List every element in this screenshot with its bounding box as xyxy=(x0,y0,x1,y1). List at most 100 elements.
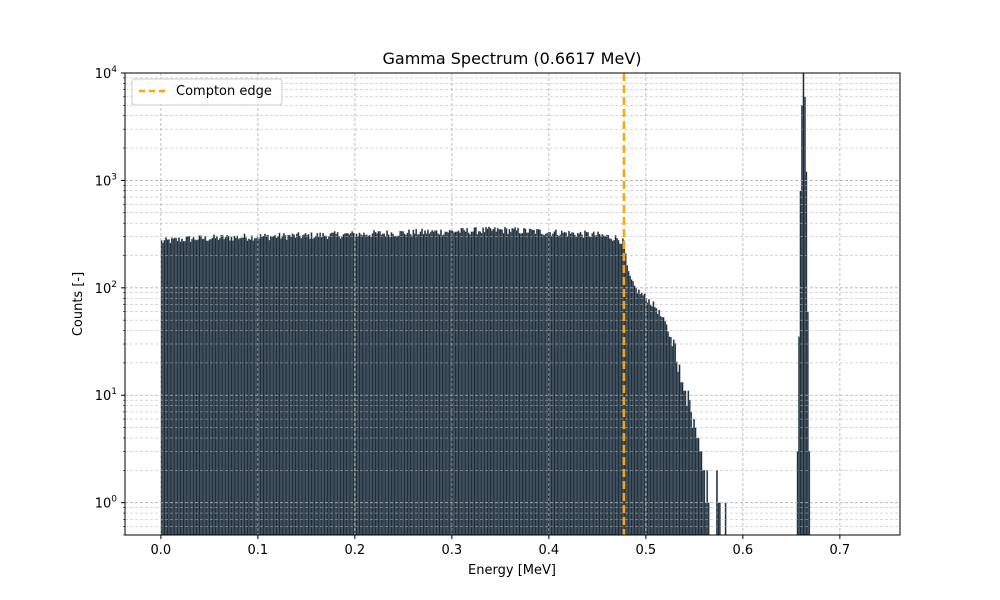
histogram-bar xyxy=(496,227,499,536)
histogram-bar xyxy=(569,233,572,536)
histogram-bar xyxy=(210,238,212,536)
histogram-bar xyxy=(605,234,608,536)
histogram-bar xyxy=(460,227,463,536)
histogram-bar xyxy=(413,233,416,536)
histogram-bar xyxy=(405,234,407,536)
histogram-bar xyxy=(614,235,617,536)
histogram-bar xyxy=(355,233,358,536)
histogram-bar xyxy=(527,232,530,536)
histogram-bar xyxy=(313,237,316,536)
histogram-bar xyxy=(528,228,531,536)
x-tick-label: 0.4 xyxy=(539,543,560,558)
histogram-bar xyxy=(669,336,672,536)
histogram-bar xyxy=(230,236,233,536)
histogram-bar xyxy=(200,235,202,536)
histogram-bar xyxy=(288,234,291,536)
histogram-bar xyxy=(378,231,381,536)
histogram-bar xyxy=(362,232,365,536)
histogram-bar xyxy=(591,233,594,536)
histogram-bar xyxy=(344,233,346,536)
axes-frame xyxy=(124,72,901,536)
histogram-bar xyxy=(616,237,618,536)
histogram-bar xyxy=(163,240,166,536)
histogram-bar xyxy=(188,236,191,536)
histogram-bar xyxy=(693,418,696,536)
histogram-bar xyxy=(671,346,674,536)
histogram-bar xyxy=(386,230,388,536)
histogram-bar xyxy=(166,239,169,536)
histogram-bar xyxy=(406,232,409,536)
histogram-bar xyxy=(310,232,313,536)
histogram-bar xyxy=(332,232,335,536)
histogram-bar xyxy=(604,236,607,536)
histogram-bar xyxy=(322,232,324,536)
histogram-bar xyxy=(630,279,633,536)
histogram-bar xyxy=(456,231,458,536)
histogram-bar xyxy=(172,238,175,536)
histogram-bar xyxy=(169,242,172,536)
y-tick-label: 101 xyxy=(95,387,117,404)
histogram-bar xyxy=(293,234,295,536)
histogram-bar xyxy=(201,238,204,536)
histogram-bar xyxy=(540,233,543,536)
histogram-bar xyxy=(502,233,505,536)
histogram-bar xyxy=(226,234,228,536)
histogram-bar xyxy=(240,237,243,536)
histogram-bar xyxy=(483,231,486,536)
histogram-bar xyxy=(278,232,281,536)
histogram-bar xyxy=(394,235,397,536)
histogram-bar xyxy=(307,234,310,536)
histogram-bar xyxy=(387,234,390,536)
histogram-bar xyxy=(282,233,285,536)
histogram-bar xyxy=(594,235,597,536)
x-axis-label: Energy [MeV] xyxy=(468,563,556,578)
histogram-bar xyxy=(563,231,566,536)
histogram-bar xyxy=(677,371,679,536)
histogram-bar xyxy=(470,231,473,536)
histogram-bar xyxy=(314,235,317,536)
histogram-bar xyxy=(422,234,425,536)
histogram-bar xyxy=(674,343,677,536)
histogram-bar xyxy=(348,234,351,536)
chart-title: Gamma Spectrum (0.6617 MeV) xyxy=(382,49,641,68)
histogram-bar xyxy=(328,236,330,536)
histogram-bar xyxy=(269,235,272,536)
histogram-bars xyxy=(160,72,811,536)
histogram-bar xyxy=(501,229,503,536)
histogram-bar xyxy=(402,231,405,536)
histogram-bar xyxy=(194,239,196,536)
histogram-bar xyxy=(275,237,278,536)
histogram-bar xyxy=(294,237,297,536)
histogram-bar xyxy=(447,232,450,536)
histogram-bar xyxy=(352,232,355,536)
histogram-bar xyxy=(306,235,308,536)
histogram-bar xyxy=(672,339,675,536)
histogram-bar xyxy=(204,235,207,536)
histogram-bar xyxy=(665,324,668,536)
axes: 0.0 0.1 0.2 0.3 0.4 0.5 0.6 0.7 100 101 102 103 104 xyxy=(95,65,901,558)
histogram-bar xyxy=(211,237,214,536)
x-tick-label: 0.7 xyxy=(830,543,851,558)
histogram-bar xyxy=(557,236,560,536)
histogram-bar xyxy=(491,230,493,536)
histogram-bar xyxy=(588,236,591,536)
histogram-bar xyxy=(223,239,226,536)
histogram-bar xyxy=(486,228,489,536)
histogram-bar xyxy=(575,236,578,536)
histogram-bar xyxy=(358,232,361,536)
histogram-bar xyxy=(192,236,195,536)
histogram-bar xyxy=(703,470,706,536)
histogram-bar xyxy=(234,237,237,536)
histogram-bar xyxy=(607,234,610,536)
histogram-bar xyxy=(376,233,378,536)
histogram-bar xyxy=(493,227,496,536)
histogram-bar xyxy=(489,228,492,536)
histogram-bar xyxy=(589,236,592,536)
histogram-bar xyxy=(236,235,239,536)
histogram-bar xyxy=(218,238,221,536)
histogram-bar xyxy=(170,237,173,536)
histogram-bar xyxy=(472,231,474,536)
histogram-bar xyxy=(808,451,811,536)
histogram-bar xyxy=(635,287,637,536)
